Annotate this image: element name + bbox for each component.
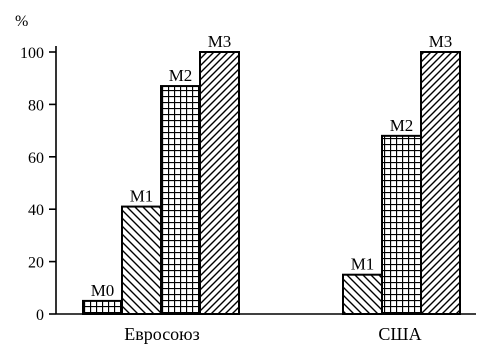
bar-label: M0: [91, 281, 115, 300]
bar-label: M2: [169, 66, 193, 85]
y-tick-label: 20: [28, 255, 44, 272]
y-tick-label: 80: [28, 97, 44, 114]
bar-group: M0 M1 M2 M3: [82, 32, 240, 315]
bar-m1: [121, 205, 162, 315]
y-tick-label: 60: [28, 150, 44, 167]
bar-group: M1 M2 M3: [342, 32, 461, 316]
bar-label: M1: [351, 255, 375, 274]
bar-m3: [199, 51, 240, 315]
bar-label: M1: [130, 187, 154, 206]
y-axis-label: %: [15, 13, 28, 30]
bar-m2: [381, 134, 422, 315]
bar-label: M2: [390, 116, 414, 135]
x-axis: Евросоюз США: [56, 313, 476, 344]
y-tick-label: 100: [20, 45, 44, 62]
bar-m1: [342, 273, 383, 316]
x-category-label: Евросоюз: [124, 324, 200, 344]
y-tick-label: 40: [28, 202, 44, 219]
y-tick-label: 0: [36, 307, 44, 324]
bar-m2: [160, 85, 201, 315]
y-axis: 0 20 40 60 80 100: [20, 45, 57, 324]
bar-m3: [420, 51, 461, 315]
bar-label: M3: [429, 32, 453, 51]
bar-m0: [82, 299, 123, 315]
bar-label: M3: [208, 32, 232, 51]
x-category-label: США: [378, 324, 421, 344]
bars-layer: M0 M1 M2 M3 M1 M2 M3: [82, 32, 461, 316]
